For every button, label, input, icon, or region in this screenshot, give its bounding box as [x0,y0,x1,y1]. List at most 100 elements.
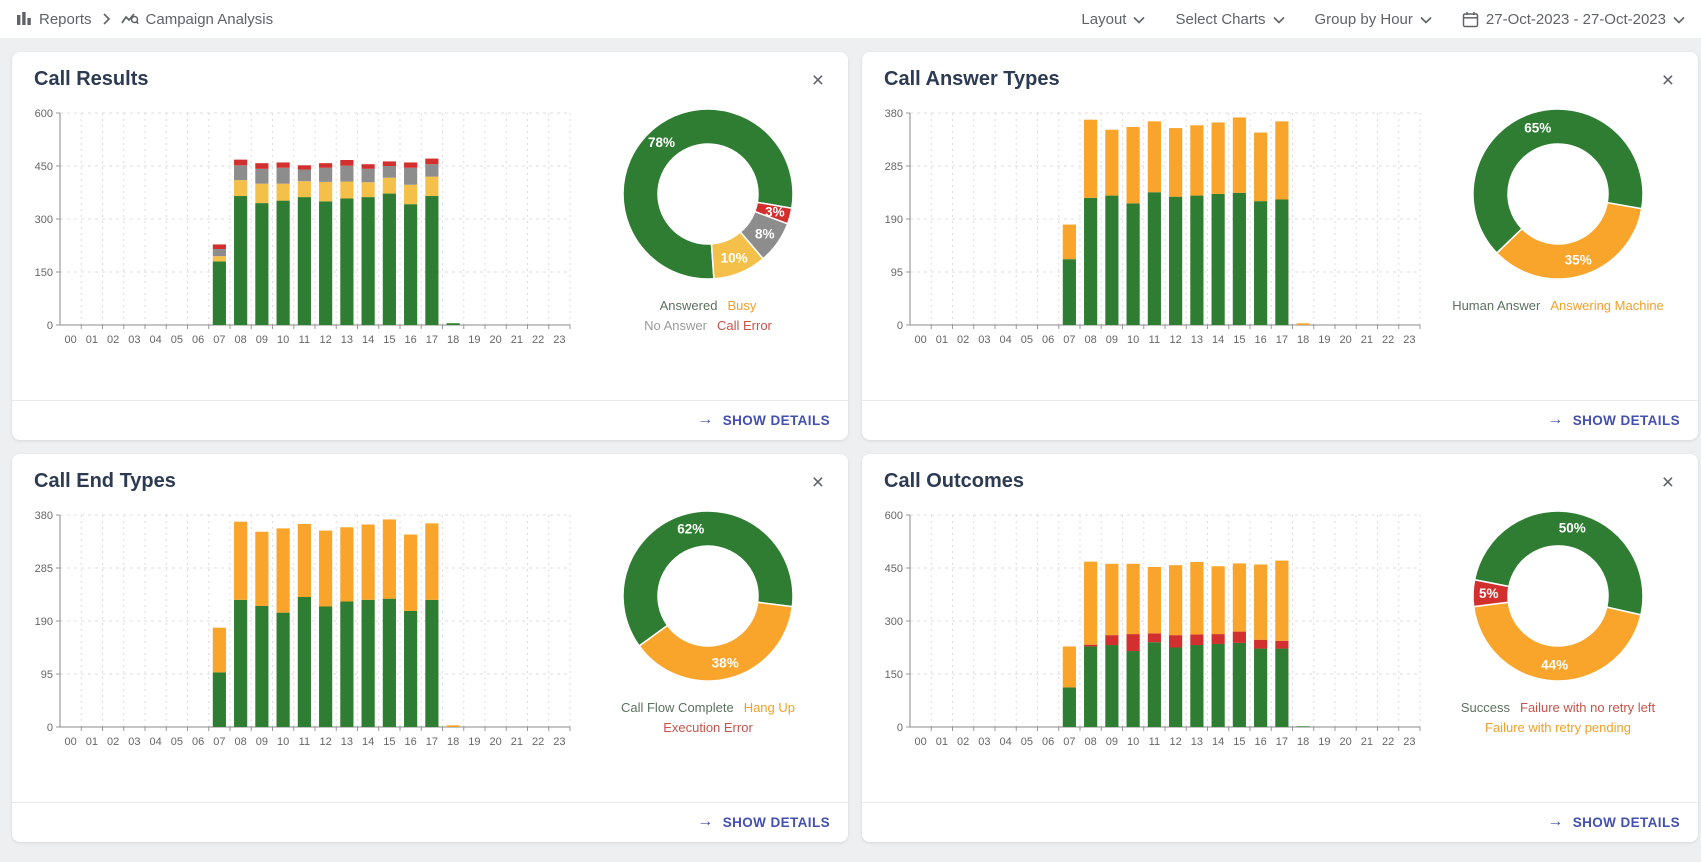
svg-text:3%: 3% [765,205,785,220]
close-icon[interactable]: × [1658,470,1678,495]
breadcrumb-root-label: Reports [39,10,92,28]
svg-text:20: 20 [1340,334,1352,346]
show-details-link[interactable]: → SHOW DETAILS [1547,813,1680,830]
svg-text:18: 18 [1297,736,1309,748]
svg-text:17: 17 [426,334,438,346]
svg-text:450: 450 [885,563,903,575]
svg-text:03: 03 [978,736,990,748]
svg-text:14: 14 [1212,334,1224,346]
card-title: Call Results [34,68,149,90]
svg-text:600: 600 [35,108,53,120]
arrow-right-icon: → [1547,411,1564,428]
legend-item[interactable]: Answered [659,298,718,313]
svg-text:11: 11 [1149,736,1160,748]
svg-text:19: 19 [468,334,480,346]
card-title: Call Answer Types [884,68,1060,90]
select-charts-dropdown[interactable]: Select Charts [1175,11,1285,28]
legend-item[interactable]: Failure with retry pending [1485,719,1631,735]
legend-item[interactable]: Call Flow Complete [620,700,734,715]
close-icon[interactable]: × [808,68,828,93]
legend-item[interactable]: Call Error [716,317,772,333]
show-details-link[interactable]: → SHOW DETAILS [697,813,830,830]
svg-text:10: 10 [1127,736,1139,748]
legend-item[interactable]: Execution Error [663,719,753,735]
svg-text:20: 20 [490,736,502,748]
svg-text:0: 0 [897,320,903,332]
chart-legend: Answered Busy No Answer Call Error [639,296,777,335]
svg-text:18: 18 [1297,334,1309,346]
legend-item[interactable]: No Answer [644,317,707,333]
date-range-label: 27-Oct-2023 - 27-Oct-2023 [1485,10,1666,28]
svg-text:01: 01 [936,334,948,346]
legend-item[interactable]: Answering Machine [1550,298,1664,313]
arrow-right-icon: → [697,411,714,428]
show-details-link[interactable]: → SHOW DETAILS [697,411,830,428]
svg-text:00: 00 [915,334,927,346]
svg-text:05: 05 [1021,736,1033,748]
svg-text:04: 04 [150,334,162,346]
legend-item[interactable]: Hang Up [743,700,795,715]
svg-text:21: 21 [1361,736,1373,748]
group-by-dropdown[interactable]: Group by Hour [1315,11,1432,28]
svg-text:16: 16 [405,736,417,748]
legend-item[interactable]: Busy [727,298,757,313]
svg-text:190: 190 [35,616,53,628]
stacked-bar-chart: 0 95 190 285 380 00 01 02 03 04 05 06 07 08 09 10 11 12 13… [22,503,582,758]
group-by-label: Group by Hour [1314,10,1413,28]
svg-text:12: 12 [320,334,332,346]
svg-text:65%: 65% [1524,120,1551,135]
svg-text:13: 13 [1191,334,1203,346]
svg-text:01: 01 [936,736,948,748]
svg-text:16: 16 [1255,736,1267,748]
svg-text:00: 00 [65,736,77,748]
svg-text:05: 05 [171,334,183,346]
svg-text:23: 23 [553,736,565,748]
svg-text:21: 21 [511,736,523,748]
svg-text:0: 0 [897,722,903,734]
layout-dropdown[interactable]: Layout [1081,11,1146,28]
svg-text:06: 06 [1042,736,1054,748]
svg-text:16: 16 [405,334,417,346]
svg-text:12: 12 [1170,334,1182,346]
close-icon[interactable]: × [1658,68,1678,93]
card-call-answer-types: Call Answer Types × 0 95 190 285 380 00 01 02 03… [862,52,1698,440]
show-details-link[interactable]: → SHOW DETAILS [1547,411,1680,428]
close-icon[interactable]: × [808,470,828,495]
date-range-picker[interactable]: 27-Oct-2023 - 27-Oct-2023 [1462,11,1685,28]
svg-text:08: 08 [1085,334,1097,346]
svg-text:12: 12 [1170,736,1182,748]
svg-text:19: 19 [1318,334,1330,346]
svg-text:03: 03 [978,334,990,346]
svg-text:5%: 5% [1479,586,1499,601]
svg-text:15: 15 [383,334,395,346]
chevron-right-icon [102,13,111,25]
dashboard-grid: Call Results × 0 150 300 450 600 00 01 02 03 04 05… [0,38,1701,856]
donut-chart: 78% 3% 8% 10% [617,103,799,290]
svg-text:11: 11 [1149,334,1160,346]
breadcrumb-campaign-analysis: Campaign Analysis [120,11,273,28]
svg-text:11: 11 [299,334,310,346]
analysis-trend-icon [120,11,139,27]
top-bar: Reports Campaign Analysis Layout Select … [0,0,1701,38]
legend-item[interactable]: Success [1460,700,1511,715]
donut-chart: 65% 35% [1467,103,1649,290]
svg-text:04: 04 [150,736,162,748]
svg-text:09: 09 [256,334,268,346]
svg-text:0: 0 [47,320,53,332]
svg-text:02: 02 [957,736,969,748]
svg-text:95: 95 [891,267,903,279]
legend-item[interactable]: Failure with no retry left [1520,700,1656,715]
legend-item[interactable]: Human Answer [1452,298,1541,313]
svg-text:11: 11 [299,736,310,748]
svg-text:19: 19 [468,736,480,748]
svg-text:23: 23 [1403,736,1415,748]
svg-text:10: 10 [277,334,289,346]
svg-text:09: 09 [1106,736,1118,748]
svg-text:22: 22 [532,736,544,748]
svg-text:06: 06 [192,334,204,346]
svg-text:38%: 38% [712,656,739,671]
svg-text:18: 18 [447,334,459,346]
breadcrumb-reports[interactable]: Reports [16,11,92,28]
arrow-right-icon: → [1547,813,1564,830]
svg-text:13: 13 [341,334,353,346]
